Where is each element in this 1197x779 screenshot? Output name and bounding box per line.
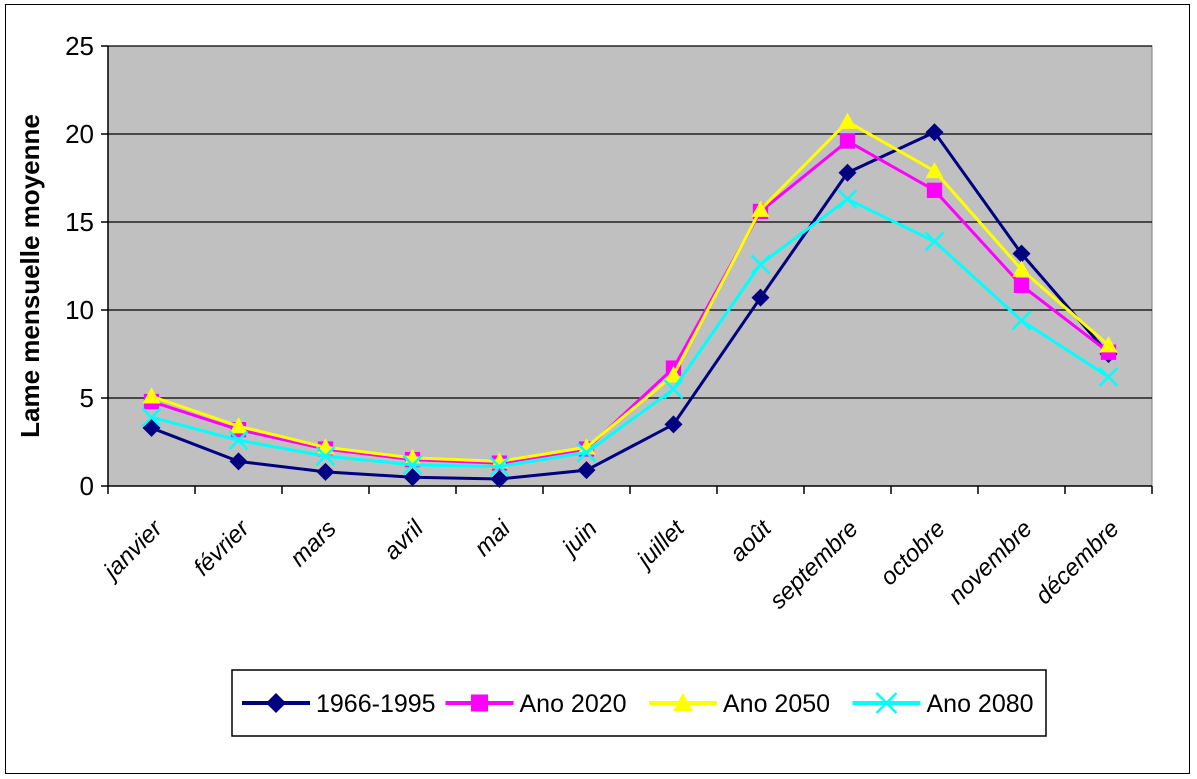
data-point [673,693,693,711]
legend-label: Ano 2050 [723,690,830,718]
data-point [664,366,683,383]
data-point [926,182,943,198]
data-point [229,452,248,471]
data-point [316,462,335,481]
y-tick-label: 25 [65,31,94,61]
data-point [577,461,596,480]
data-point [142,387,161,404]
data-point [663,379,684,400]
x-tick-label: mai [469,515,516,562]
data-point-stroke [1098,366,1119,387]
data-point [1011,310,1032,331]
data-point [489,456,510,477]
data-point [838,112,857,129]
data-point [1013,277,1030,294]
legend-entry: Ano 2020 [445,690,627,718]
data-point-stroke [663,379,684,400]
data-point [229,417,248,434]
data-point [664,415,683,434]
data-point [490,469,509,488]
data-point-stroke [402,454,423,475]
x-tick-label: janvier [97,514,169,586]
data-point-stroke [228,430,249,451]
series-3 [142,112,1118,469]
data-point [839,133,856,149]
legend-entry: Ano 2050 [649,690,830,718]
data-point [751,200,770,217]
y-tick-label: 15 [65,207,94,237]
x-tick-label: décembre [1030,515,1125,610]
y-tick-label: 10 [65,295,94,325]
data-point [315,446,336,466]
x-tick-label: mars [285,515,342,572]
data-point [576,442,597,463]
data-point [141,407,162,428]
data-point [924,231,945,252]
y-tick-label: 20 [65,119,94,149]
x-tick-label: septembre [764,515,863,614]
data-point [875,692,898,714]
legend-label: 1966-1995 [316,690,436,718]
x-tick-label: août [725,514,778,567]
legend-entry: 1966-1995 [242,690,436,718]
data-point-stroke [576,442,597,463]
y-tick-label: 5 [80,383,94,413]
data-point [925,161,944,179]
series-line [151,119,1110,463]
data-point-stroke [750,254,771,275]
series-4 [141,189,1119,477]
data-point [1012,244,1031,263]
data-point [1012,260,1031,277]
data-point-stroke [875,692,898,714]
gridlines [108,45,1152,399]
x-tick-label: avril [379,515,430,566]
data-point-stroke [489,456,510,477]
x-tick-label: juillet [630,514,691,575]
data-point [266,693,286,713]
data-point-stroke [141,407,162,428]
data-point [228,430,249,451]
x-tick-label: février [188,514,255,581]
data-point [1099,336,1118,353]
series-line [150,130,1110,481]
y-tick-label: 0 [80,471,94,501]
data-point-stroke [1011,310,1032,331]
data-point [751,288,770,307]
x-tick-label: octobre [875,515,951,591]
data-point [1098,366,1119,387]
x-tick-label: juin [555,515,603,563]
legend-label: Ano 2080 [927,690,1034,718]
legend-entry: Ano 2080 [852,690,1034,718]
data-point-stroke [315,446,336,466]
data-point [750,254,771,275]
data-point [403,468,422,487]
legend-label: Ano 2020 [520,690,627,718]
data-point-stroke [924,231,945,252]
x-tick-label: novembre [943,515,1038,610]
data-point [837,189,858,210]
series-line [151,197,1110,469]
series-line [151,139,1110,465]
y-axis-title: Lame mensuelle moyenne [15,114,45,438]
series-layer [141,112,1119,488]
data-point-stroke [837,189,858,210]
data-point [838,163,857,182]
data-point [402,454,423,475]
data-point [471,694,488,712]
data-point [925,123,944,142]
legend: 1966-1995 Ano 2020 Ano 2050 Ano 2080 [231,669,1047,737]
